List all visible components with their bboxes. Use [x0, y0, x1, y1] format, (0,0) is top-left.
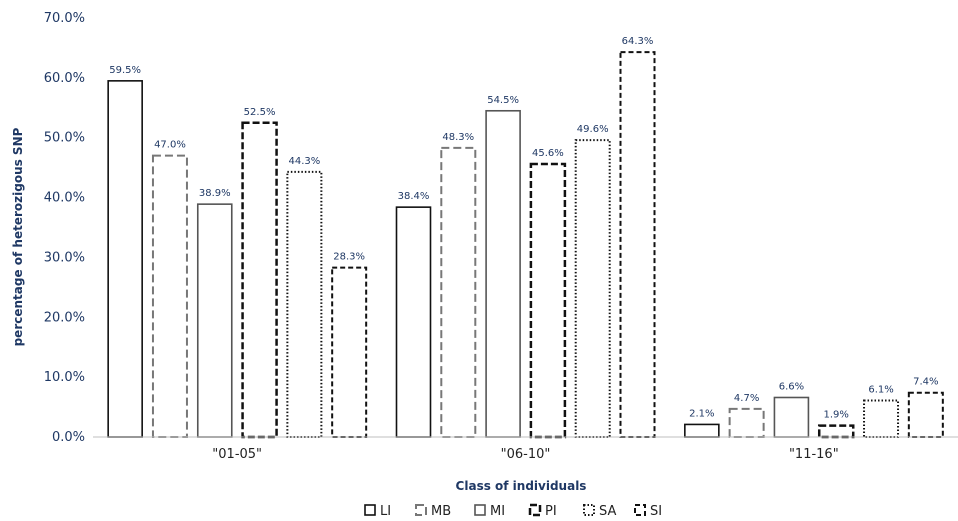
data-labels: 59.5% 47.0% 38.9% 52.5% 44.3% 28.3% 38.4% 48.3%… — [109, 36, 938, 421]
y-axis-label: percentage of heterozigous SNP — [11, 127, 25, 346]
x-category-label: "06-10" — [501, 447, 551, 462]
x-category-label: "01-05" — [212, 447, 262, 462]
data-label: 2.1% — [689, 408, 714, 419]
data-label: 47.0% — [154, 140, 186, 151]
y-tick-label: 10.0% — [44, 370, 85, 385]
legend-label: MB — [431, 504, 451, 519]
data-label: 45.6% — [532, 148, 564, 159]
bar-si — [619, 51, 656, 439]
data-label: 38.9% — [199, 188, 231, 199]
data-label: 28.3% — [333, 252, 365, 263]
bar-mb — [151, 154, 188, 439]
data-label: 54.5% — [487, 95, 519, 106]
bar-pi — [817, 424, 855, 439]
bar-sa — [863, 399, 900, 439]
data-label: 38.4% — [398, 191, 430, 202]
legend: LI MB MI PI SA SI — [364, 503, 662, 519]
y-tick-label: 60.0% — [44, 71, 85, 86]
legend-swatch — [528, 503, 542, 517]
y-axis-ticks: 0.0% 10.0% 20.0% 30.0% 40.0% 50.0% 60.0% 70.0% — [44, 11, 85, 445]
y-tick-label: 30.0% — [44, 250, 85, 265]
legend-swatch — [415, 504, 427, 516]
legend-item-sa: SA — [583, 504, 616, 519]
bar-mi — [196, 203, 233, 438]
legend-label: LI — [380, 504, 391, 519]
bar-si — [907, 391, 944, 439]
legend-item-li: LI — [364, 504, 391, 519]
data-label: 6.1% — [868, 384, 893, 395]
bar-mb — [440, 146, 477, 438]
bar-pi — [529, 162, 567, 439]
legend-label: SA — [599, 504, 616, 519]
legend-swatch — [474, 504, 486, 516]
data-label: 4.7% — [734, 393, 759, 404]
bar-sa — [574, 139, 611, 438]
legend-label: SI — [650, 504, 662, 519]
bar-mi — [773, 396, 810, 438]
x-axis-label: Class of individuals — [456, 479, 587, 493]
data-label: 49.6% — [577, 124, 609, 135]
data-label: 1.9% — [824, 410, 849, 421]
data-label: 64.3% — [622, 36, 654, 47]
data-label: 48.3% — [442, 132, 474, 143]
legend-swatch — [364, 504, 376, 516]
x-category-label: "11-16" — [789, 447, 839, 462]
legend-swatch — [634, 504, 646, 516]
data-label: 52.5% — [244, 107, 276, 118]
y-tick-label: 0.0% — [52, 430, 85, 445]
y-tick-label: 70.0% — [44, 11, 85, 26]
legend-label: PI — [545, 504, 557, 519]
bar-li — [395, 206, 432, 438]
data-label: 7.4% — [913, 377, 938, 388]
legend-label: MI — [490, 504, 505, 519]
bar-sa — [286, 170, 323, 438]
data-label: 6.6% — [779, 381, 804, 392]
y-tick-label: 20.0% — [44, 310, 85, 325]
data-label: 44.3% — [288, 156, 320, 167]
legend-item-pi: PI — [528, 503, 557, 519]
bar-si — [331, 266, 368, 438]
bar-li — [684, 423, 720, 438]
bar-mi — [485, 109, 521, 438]
bar-pi — [241, 121, 278, 439]
x-axis-categories: "01-05" "06-10" "11-16" — [212, 447, 838, 462]
y-tick-label: 40.0% — [44, 191, 85, 206]
bar-li — [107, 80, 143, 438]
legend-item-mb: MB — [415, 504, 451, 519]
data-label: 59.5% — [109, 65, 141, 76]
y-tick-label: 50.0% — [44, 131, 85, 146]
legend-item-si: SI — [634, 504, 662, 519]
bar-mb — [728, 407, 765, 439]
legend-swatch — [583, 504, 595, 516]
bars — [107, 51, 944, 439]
legend-item-mi: MI — [474, 504, 505, 519]
